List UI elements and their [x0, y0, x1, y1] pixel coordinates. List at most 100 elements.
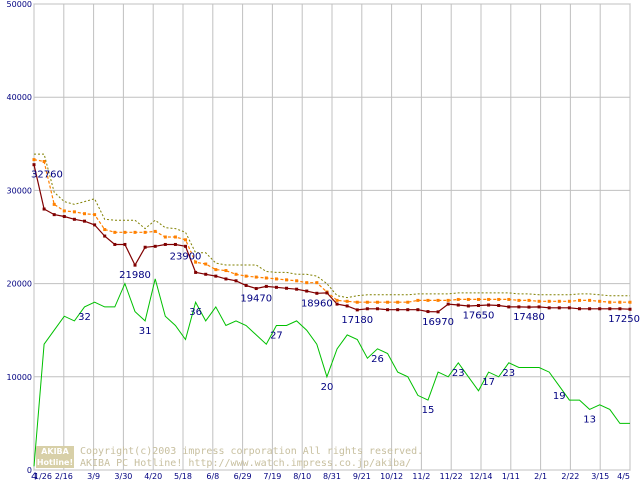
x-tick-label: 6/29	[234, 472, 252, 480]
data-point-price-max	[93, 213, 97, 217]
data-point-price-min	[598, 307, 602, 311]
data-label: 17	[482, 377, 495, 388]
x-tick-label: 10/12	[380, 472, 403, 480]
x-tick-label: 8/10	[293, 472, 311, 480]
x-axis-ticks: 1/26 2/16 3/9 3/30 4/20 5/18 6/8 6/29 7/19 8/10 8/…	[34, 472, 630, 480]
x-tick-label: 7/19	[263, 472, 281, 480]
data-point-price-min	[487, 303, 491, 307]
data-label: 20	[321, 382, 334, 393]
data-point-price-max	[305, 281, 309, 285]
data-point-price-max	[153, 229, 157, 233]
data-point-price-max	[214, 268, 218, 272]
data-point-price-max	[365, 300, 369, 304]
data-label: 13	[583, 414, 596, 425]
data-point-price-max	[173, 235, 177, 239]
x-tick-label: 5/18	[174, 472, 192, 480]
data-label: 4	[31, 471, 37, 480]
data-point-price-max	[194, 260, 198, 264]
data-point-price-max	[62, 209, 66, 213]
data-point-price-min	[83, 219, 87, 223]
data-label: 23900	[170, 251, 202, 262]
x-tick-label: 4/5	[617, 472, 630, 480]
data-label: 32	[78, 312, 91, 323]
data-point-price-max	[547, 299, 551, 303]
data-point-price-min	[436, 310, 440, 314]
data-point-price-min	[163, 242, 167, 246]
data-point-price-min	[52, 213, 56, 217]
data-point-price-min	[375, 307, 379, 311]
data-label: 16970	[422, 317, 454, 328]
data-point-price-max	[184, 238, 188, 242]
akiba-logo-badge: AKIBA Hotline!	[36, 446, 74, 468]
data-point-price-max	[436, 298, 440, 302]
data-point-price-max	[264, 276, 268, 280]
data-point-price-min	[103, 234, 107, 238]
data-point-price-min	[557, 306, 561, 310]
x-tick-label: 2/22	[561, 472, 579, 480]
data-label: 27	[270, 331, 283, 342]
y-tick-label: 50000	[7, 0, 32, 9]
series-line-shop-count	[33, 278, 630, 467]
data-point-price-max	[537, 299, 541, 303]
x-tick-label: 3/15	[591, 472, 609, 480]
x-tick-label: 4/20	[144, 472, 162, 480]
data-point-price-min	[325, 291, 329, 295]
data-label: 17250	[608, 314, 640, 325]
data-point-price-min	[355, 308, 359, 312]
data-point-price-max	[517, 298, 521, 302]
grid	[33, 3, 631, 471]
data-point-price-max	[285, 278, 289, 282]
data-label: 32760	[31, 170, 63, 181]
data-point-price-max	[456, 297, 460, 301]
data-point-price-max	[133, 230, 137, 234]
data-label: 23	[502, 368, 515, 379]
data-point-price-min	[537, 305, 541, 309]
data-point-price-min	[315, 291, 319, 295]
data-point-price-min	[517, 305, 521, 309]
data-point-price-min	[507, 305, 511, 309]
data-point-price-max	[234, 272, 238, 276]
data-point-price-min	[285, 286, 289, 290]
data-point-price-max	[557, 299, 561, 303]
data-point-price-min	[204, 272, 208, 276]
x-tick-label: 9/21	[353, 472, 371, 480]
data-point-price-min	[32, 163, 36, 167]
x-tick-label: 12/14	[469, 472, 492, 480]
data-label: 19	[553, 391, 566, 402]
data-label: 19470	[240, 294, 272, 305]
data-labels: 32760 21980 23900 19470 18960 17180 16970 17650…	[31, 170, 640, 480]
data-point-price-max	[588, 298, 592, 302]
data-point-price-min	[365, 307, 369, 311]
data-point-price-min	[72, 217, 76, 221]
data-point-price-max	[163, 235, 167, 239]
x-tick-label: 11/22	[440, 472, 463, 480]
data-label: 17480	[513, 312, 545, 323]
data-point-price-max	[123, 230, 127, 234]
badge-bottom-text: Hotline!	[36, 458, 74, 467]
data-point-price-min	[254, 287, 258, 291]
data-point-price-max	[204, 262, 208, 266]
data-point-price-min	[335, 302, 339, 306]
data-point-price-max	[355, 300, 359, 304]
data-label: 23	[452, 368, 465, 379]
y-tick-label: 0	[27, 466, 32, 475]
series-line-price-max-upper	[34, 153, 630, 299]
data-point-price-max	[608, 300, 612, 304]
data-point-price-min	[133, 263, 137, 267]
data-point-price-max	[244, 274, 248, 278]
data-point-price-min	[184, 244, 188, 248]
data-point-price-max	[32, 158, 36, 162]
data-point-price-max	[345, 299, 349, 303]
data-point-price-max	[507, 297, 511, 301]
data-point-price-max	[113, 230, 117, 234]
data-point-price-max	[254, 275, 258, 279]
data-point-price-max	[497, 297, 501, 301]
data-point-price-min	[527, 305, 531, 309]
data-point-price-max	[567, 299, 571, 303]
data-point-price-max	[274, 277, 278, 281]
data-point-price-max	[416, 298, 420, 302]
data-point-price-min	[426, 310, 430, 314]
data-point-price-min	[224, 277, 228, 281]
data-point-price-min	[305, 289, 309, 293]
